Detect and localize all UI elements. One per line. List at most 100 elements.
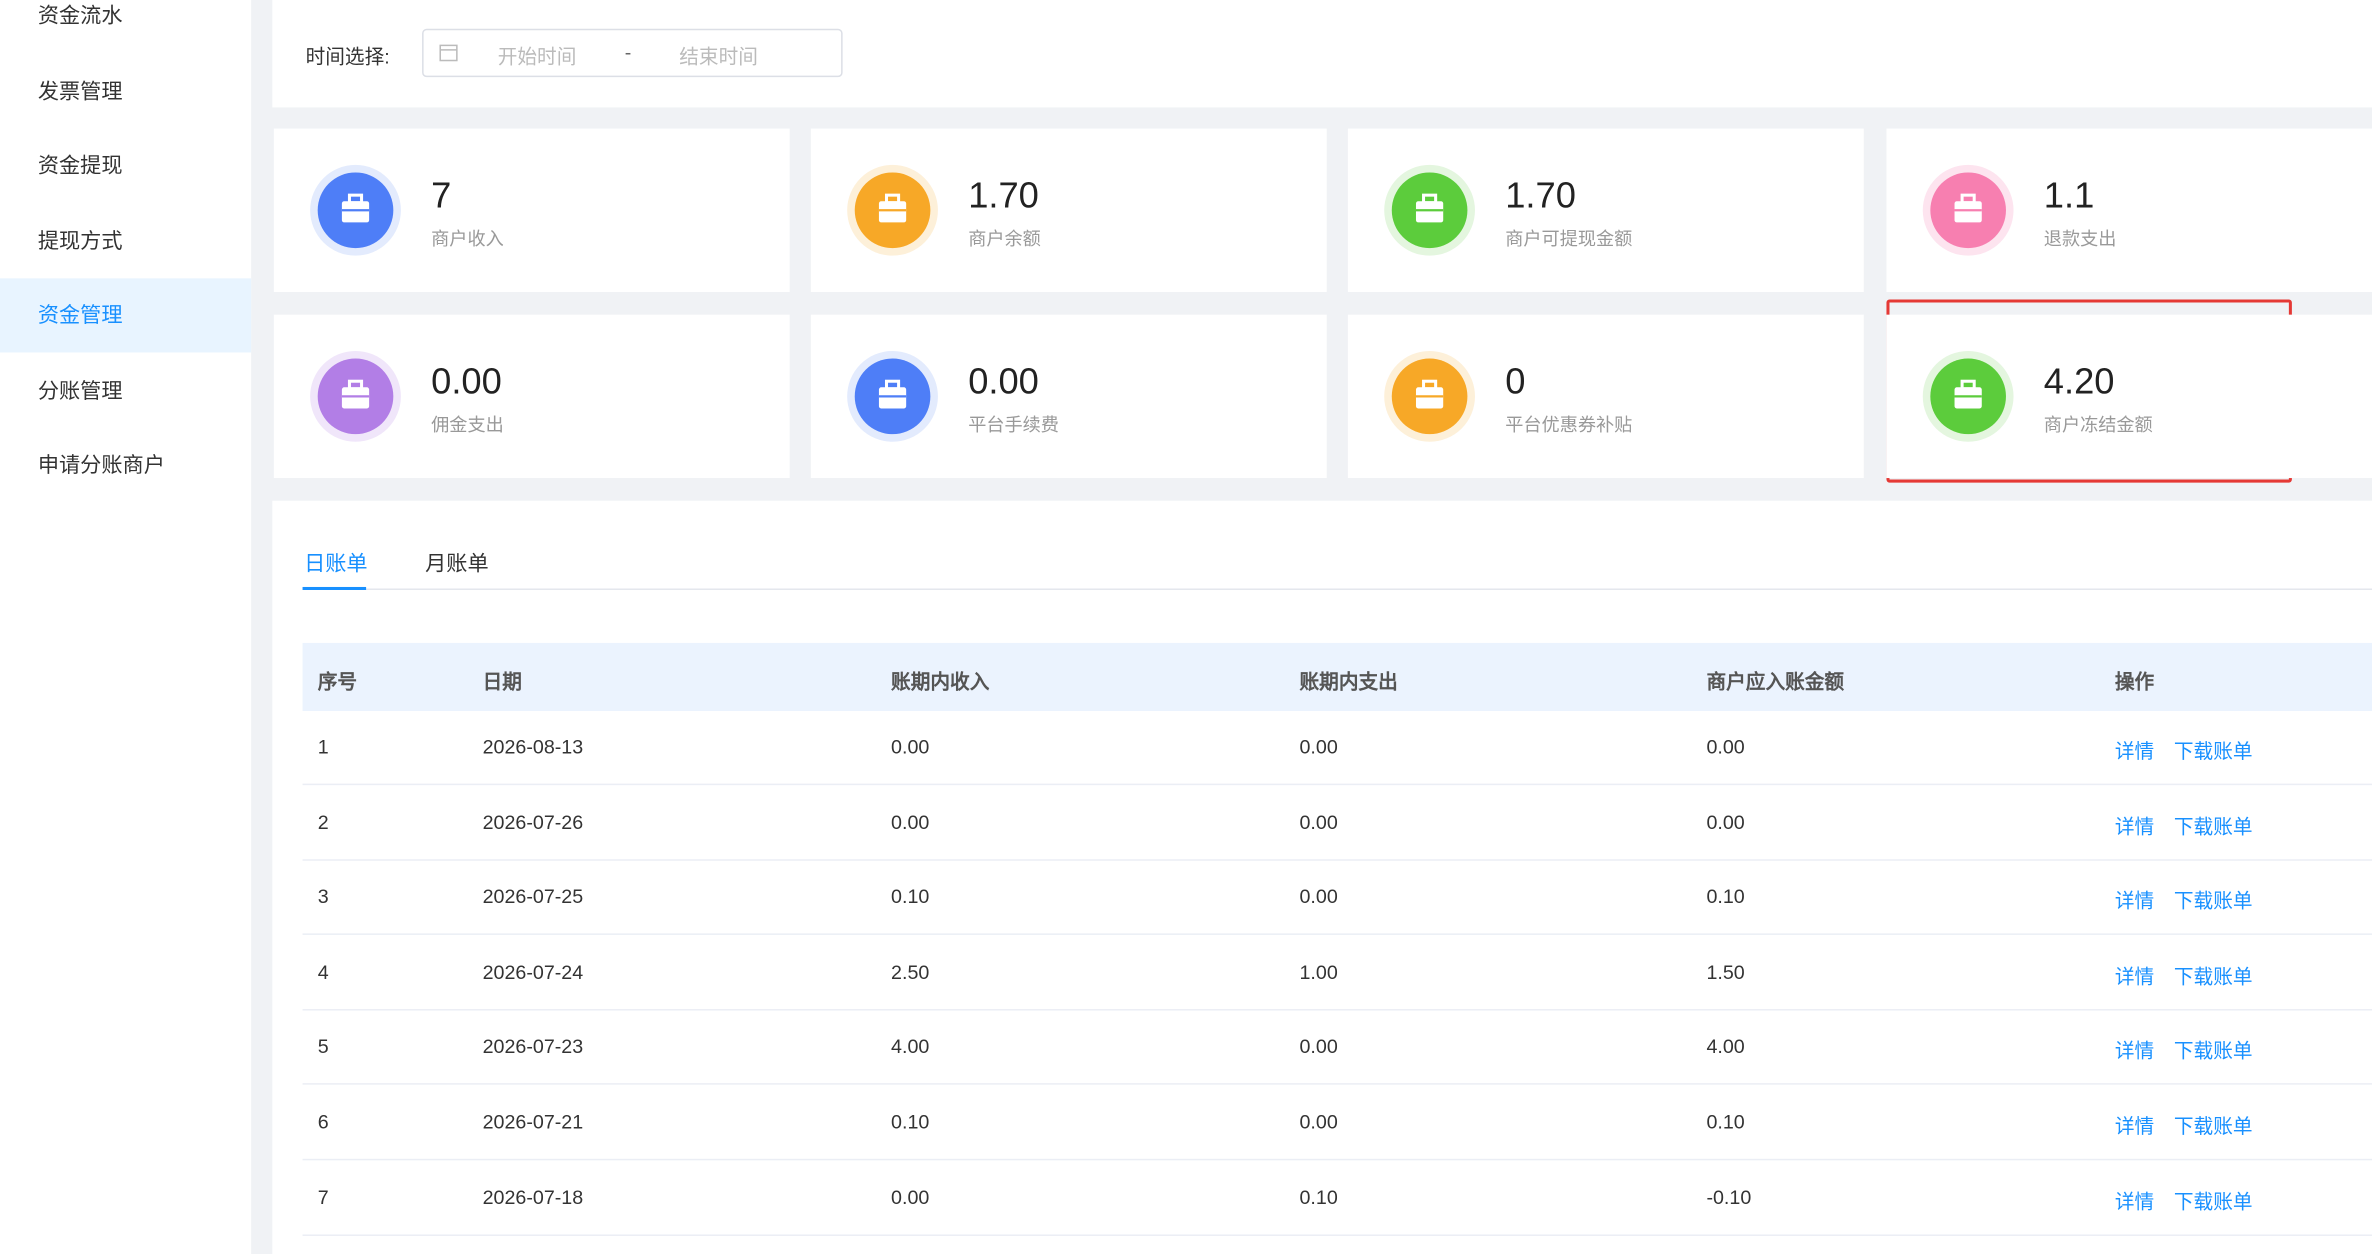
tab-indicator — [302, 586, 367, 590]
stat-card: 7 商户收入 — [273, 128, 790, 292]
table-cell: 2026-07-23 — [482, 1035, 584, 1059]
table-cell: 2026-07-24 — [482, 960, 584, 984]
row-divider — [302, 1158, 2372, 1161]
table-cell: 0.10 — [1706, 1110, 1745, 1134]
icon-glyph — [1954, 193, 1982, 223]
download-link[interactable]: 下载账单 — [2173, 889, 2253, 913]
stat-icon — [1391, 358, 1468, 435]
stat-value: 0 — [1505, 361, 1526, 403]
icon-glyph — [1415, 379, 1444, 409]
detail-link[interactable]: 详情 — [2114, 1114, 2155, 1138]
table-header-cell: 操作 — [2114, 670, 2155, 693]
stat-label: 平台优惠券补贴 — [1505, 414, 1633, 436]
table-cell: 2.50 — [891, 960, 930, 984]
stat-label: 商户可提现金额 — [1505, 228, 1633, 250]
table-cell: 0.10 — [1706, 885, 1745, 908]
icon-glyph — [341, 379, 370, 409]
stat-icon — [1930, 172, 2006, 249]
table-cell: 2026-07-25 — [482, 885, 584, 908]
filter-panel: 时间选择: 开始时间 - 结束时间 — [272, 0, 2372, 108]
detail-link[interactable]: 详情 — [2114, 739, 2155, 763]
table-cell: 0.10 — [891, 885, 930, 908]
nav-item[interactable]: 发票管理 — [37, 77, 123, 103]
end-placeholder: 结束时间 — [679, 45, 758, 69]
download-link[interactable]: 下载账单 — [2173, 739, 2253, 763]
table-cell: 0.00 — [1706, 735, 1745, 758]
table-cell: 0.10 — [1299, 1185, 1338, 1209]
stat-value: 1.70 — [968, 175, 1039, 217]
table-cell: 6 — [317, 1110, 329, 1134]
table-cell: 2026-08-13 — [482, 735, 584, 758]
table-cell: 4 — [317, 960, 329, 984]
stat-value: 1.70 — [1505, 175, 1576, 217]
detail-link[interactable]: 详情 — [2114, 1039, 2155, 1063]
stat-card: 0 平台优惠券补贴 — [1347, 314, 1864, 479]
table-cell: 1 — [317, 735, 329, 758]
icon-glyph — [1954, 379, 1982, 409]
stat-value: 0.00 — [431, 361, 502, 403]
table-header-cell: 日期 — [482, 670, 522, 693]
nav-item[interactable]: 申请分账商户 — [37, 452, 165, 477]
detail-link[interactable]: 详情 — [2114, 814, 2155, 838]
nav-item[interactable]: 资金提现 — [37, 152, 123, 177]
stat-icon — [854, 172, 931, 249]
table-cell: 1.50 — [1706, 960, 1745, 984]
table-cell: 0.00 — [1299, 735, 1338, 758]
nav-item[interactable]: 分账管理 — [37, 377, 123, 402]
table-header-cell: 商户应入账金额 — [1706, 670, 1845, 693]
tab[interactable]: 月账单 — [425, 550, 489, 575]
download-link[interactable]: 下载账单 — [2173, 1039, 2253, 1063]
detail-link[interactable]: 详情 — [2114, 889, 2155, 913]
stat-card: 4.20 商户冻结金额 — [1886, 314, 2372, 479]
table-cell: 1.00 — [1299, 960, 1338, 984]
table-cell: 3 — [317, 885, 329, 908]
table-cell: 7 — [317, 1185, 329, 1209]
table-cell: 4.00 — [1706, 1035, 1745, 1059]
stat-label: 商户收入 — [431, 228, 504, 250]
table-cell: 2026-07-26 — [482, 810, 584, 833]
table-cell: 4.00 — [891, 1035, 930, 1059]
range-separator: - — [624, 40, 632, 64]
stat-card: 1.70 商户余额 — [810, 128, 1327, 292]
stat-card: 1.70 商户可提现金额 — [1347, 128, 1864, 292]
stat-label: 退款支出 — [2043, 228, 2117, 250]
stat-label: 佣金支出 — [431, 414, 504, 436]
stat-icon — [1391, 172, 1468, 249]
table-cell: 0.00 — [891, 810, 930, 833]
detail-link[interactable]: 详情 — [2114, 1189, 2155, 1213]
download-link[interactable]: 下载账单 — [2173, 964, 2253, 988]
icon-glyph — [341, 193, 370, 223]
stat-card: 1.1 退款支出 — [1886, 128, 2372, 292]
date-range-input[interactable]: 开始时间 - 结束时间 — [422, 28, 843, 78]
stat-value: 0.00 — [968, 361, 1039, 403]
stat-icon — [317, 358, 394, 435]
table-cell: 0.00 — [1299, 810, 1338, 833]
table-cell: 0.00 — [891, 1185, 930, 1209]
row-divider — [302, 858, 2372, 861]
nav-item[interactable]: 资金管理 — [0, 278, 252, 353]
table-cell: 2 — [317, 810, 329, 833]
stat-icon — [317, 172, 394, 249]
download-link[interactable]: 下载账单 — [2173, 1189, 2253, 1213]
download-link[interactable]: 下载账单 — [2173, 814, 2253, 838]
row-divider — [302, 1233, 2372, 1236]
table-cell: 2026-07-18 — [482, 1185, 584, 1209]
download-link[interactable]: 下载账单 — [2173, 1114, 2253, 1138]
stat-label: 商户冻结金额 — [2043, 414, 2153, 436]
icon-glyph — [878, 379, 907, 409]
row-divider — [302, 1083, 2372, 1086]
detail-link[interactable]: 详情 — [2114, 964, 2155, 988]
tab-divider — [302, 588, 2372, 590]
sidebar: 资金流水发票管理资金提现提现方式资金管理分账管理申请分账商户 — [0, 0, 252, 1254]
table-cell: 0.00 — [1299, 885, 1338, 908]
stat-value: 1.1 — [2043, 175, 2095, 217]
table-cell: 0.00 — [1299, 1110, 1338, 1134]
stat-value: 4.20 — [2043, 361, 2115, 403]
calendar-icon — [439, 44, 458, 62]
tab[interactable]: 日账单 — [304, 550, 368, 575]
nav-item[interactable]: 资金流水 — [37, 3, 123, 28]
row-divider — [302, 783, 2372, 786]
nav-item[interactable]: 提现方式 — [37, 227, 123, 252]
table-header-cell: 账期内收入 — [891, 670, 990, 693]
